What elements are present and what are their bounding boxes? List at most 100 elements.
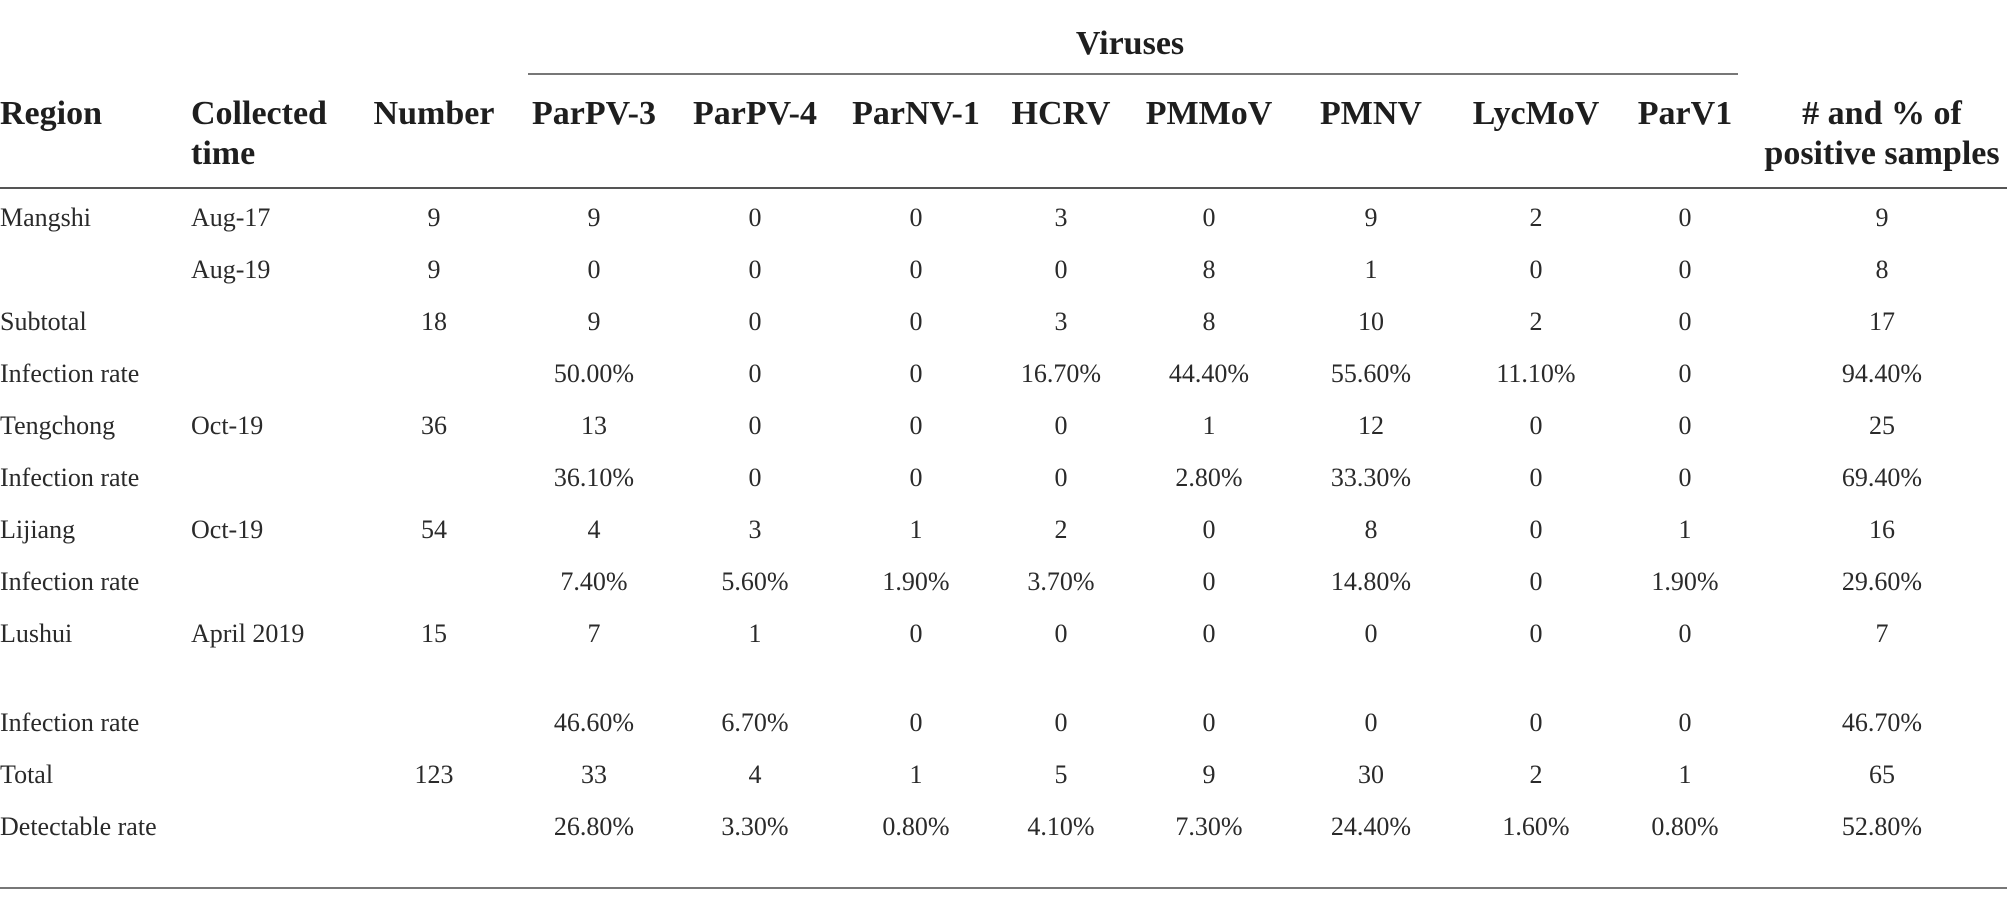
row-virus-value: 1 (1678, 515, 1692, 544)
row-virus-value: 0 (909, 708, 923, 737)
row-region: Infection rate (0, 463, 140, 492)
row-region: Infection rate (0, 708, 140, 737)
row-virus-value: 8 (1202, 307, 1216, 336)
row-virus-value: 1 (1678, 760, 1692, 789)
row-virus-value: 4 (587, 515, 601, 544)
header-virus: ParNV-1 (852, 95, 980, 132)
header-bottom-rule-right (1752, 187, 2007, 189)
row-collected-time: Aug-17 (191, 203, 271, 232)
row-number: 54 (421, 515, 447, 544)
row-virus-value: 55.60% (1330, 359, 1412, 388)
row-virus-value: 2 (1529, 760, 1543, 789)
row-virus-value: 0 (1678, 203, 1692, 232)
row-region: Mangshi (0, 203, 91, 232)
row-virus-value: 0 (909, 307, 923, 336)
row-virus-value: 0.80% (1651, 812, 1719, 841)
row-virus-value: 6.70% (721, 708, 789, 737)
row-virus-value: 16.70% (1020, 359, 1102, 388)
row-positive: 29.60% (1841, 567, 1923, 596)
row-positive: 7 (1875, 619, 1889, 648)
row-positive: 17 (1869, 307, 1895, 336)
header-virus: ParPV-4 (693, 95, 817, 132)
header-virus: ParV1 (1637, 95, 1733, 132)
row-positive: 8 (1875, 255, 1889, 284)
row-virus-value: 3 (748, 515, 762, 544)
row-virus-value: 1.90% (1651, 567, 1719, 596)
row-virus-value: 7.30% (1175, 812, 1243, 841)
row-virus-value: 0 (909, 203, 923, 232)
row-virus-value: 0 (1202, 619, 1216, 648)
row-virus-value: 0 (1678, 359, 1692, 388)
row-virus-value: 4 (748, 760, 762, 789)
row-virus-value: 0 (909, 411, 923, 440)
header-positive-line2: positive samples (1764, 135, 2000, 172)
row-collected-time: Aug-19 (191, 255, 271, 284)
row-virus-value: 5 (1054, 760, 1068, 789)
row-virus-value: 0 (1678, 411, 1692, 440)
row-number: 9 (427, 255, 441, 284)
row-virus-value: 3.30% (721, 812, 789, 841)
row-virus-value: 0 (748, 255, 762, 284)
row-positive: 94.40% (1841, 359, 1923, 388)
row-region: Infection rate (0, 359, 140, 388)
row-virus-value: 0 (1678, 463, 1692, 492)
row-virus-value: 3 (1054, 307, 1068, 336)
row-virus-value: 0 (1678, 307, 1692, 336)
row-region: Total (0, 760, 54, 789)
row-virus-value: 30 (1358, 760, 1384, 789)
row-virus-value: 1 (1364, 255, 1378, 284)
row-virus-value: 9 (1202, 760, 1216, 789)
viruses-group-header: Viruses (1075, 25, 1185, 62)
row-virus-value: 50.00% (553, 359, 635, 388)
row-virus-value: 0 (1529, 708, 1543, 737)
row-virus-value: 0 (1364, 708, 1378, 737)
row-virus-value: 0 (748, 411, 762, 440)
row-virus-value: 4.10% (1027, 812, 1095, 841)
row-virus-value: 0 (1054, 255, 1068, 284)
row-number: 15 (421, 619, 447, 648)
row-virus-value: 2 (1529, 203, 1543, 232)
header-collected-time-line2: time (191, 135, 256, 172)
row-virus-value: 9 (1364, 203, 1378, 232)
row-virus-value: 46.60% (553, 708, 635, 737)
row-virus-value: 0 (1054, 619, 1068, 648)
row-virus-value: 0 (1202, 708, 1216, 737)
row-virus-value: 0 (1364, 619, 1378, 648)
row-virus-value: 2 (1529, 307, 1543, 336)
row-virus-value: 0 (909, 463, 923, 492)
row-region: Tengchong (0, 411, 116, 440)
row-positive: 65 (1869, 760, 1895, 789)
row-collected-time: April 2019 (191, 619, 305, 648)
row-virus-value: 33 (581, 760, 607, 789)
row-virus-value: 12 (1358, 411, 1384, 440)
row-virus-value: 1 (909, 515, 923, 544)
row-virus-value: 1 (1202, 411, 1216, 440)
row-virus-value: 2 (1054, 515, 1068, 544)
row-virus-value: 0 (1678, 619, 1692, 648)
row-virus-value: 9 (587, 203, 601, 232)
row-positive: 52.80% (1841, 812, 1923, 841)
row-virus-value: 0 (1529, 567, 1543, 596)
row-positive: 9 (1875, 203, 1889, 232)
header-virus: ParPV-3 (532, 95, 656, 132)
row-virus-value: 0 (1202, 567, 1216, 596)
header-virus: PMMoV (1145, 95, 1273, 132)
row-virus-value: 0 (909, 619, 923, 648)
row-virus-value: 24.40% (1330, 812, 1412, 841)
row-virus-value: 1.60% (1502, 812, 1570, 841)
row-region: Detectable rate (0, 812, 157, 841)
row-virus-value: 0 (1678, 255, 1692, 284)
row-virus-value: 5.60% (721, 567, 789, 596)
row-positive: 69.40% (1841, 463, 1923, 492)
row-collected-time: Oct-19 (191, 411, 264, 440)
row-virus-value: 0 (1529, 515, 1543, 544)
row-region: Lushui (0, 619, 73, 648)
row-virus-value: 1.90% (882, 567, 950, 596)
header-collected-time-line1: Collected (191, 95, 327, 132)
row-virus-value: 0 (1054, 411, 1068, 440)
row-virus-value: 1 (909, 760, 923, 789)
row-virus-value: 8 (1202, 255, 1216, 284)
row-virus-value: 3 (1054, 203, 1068, 232)
row-virus-value: 36.10% (553, 463, 635, 492)
row-virus-value: 0 (1054, 463, 1068, 492)
